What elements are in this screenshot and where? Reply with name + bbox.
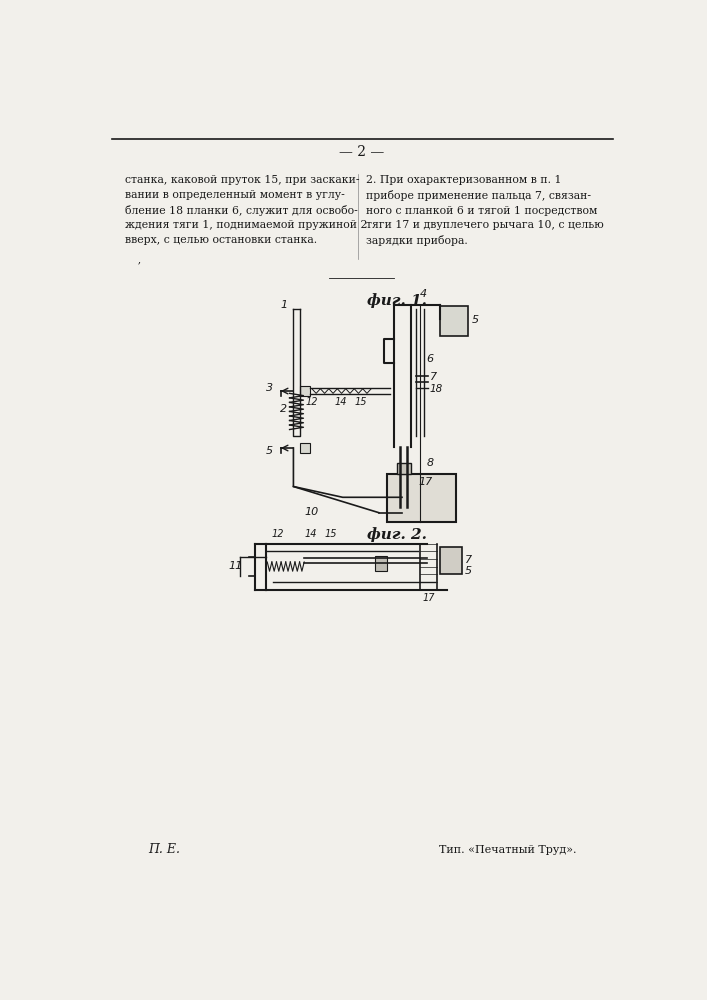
Text: 5: 5 — [472, 315, 479, 325]
Text: 17: 17 — [419, 477, 433, 487]
Text: 5: 5 — [465, 566, 472, 576]
Text: Тип. «Печатный Труд».: Тип. «Печатный Труд». — [439, 845, 577, 855]
Text: П. Е.: П. Е. — [148, 843, 180, 856]
Text: 15: 15 — [354, 397, 367, 407]
Bar — [375, 556, 387, 571]
Text: 7: 7 — [430, 372, 437, 382]
Bar — [300, 386, 310, 396]
Bar — [387, 474, 456, 522]
Text: 14: 14 — [304, 529, 317, 539]
Text: 17: 17 — [423, 593, 436, 603]
Text: 12: 12 — [271, 529, 284, 539]
Text: фиг. 1.: фиг. 1. — [367, 293, 426, 308]
Text: 15: 15 — [324, 529, 337, 539]
Text: 7: 7 — [465, 555, 472, 565]
Text: станка, каковой пруток 15, при заскаки-
вании в определенный момент в углу-
блен: станка, каковой пруток 15, при заскаки- … — [125, 175, 368, 245]
Text: 8: 8 — [426, 458, 434, 468]
Bar — [440, 547, 462, 574]
Text: 2: 2 — [280, 404, 287, 414]
Text: 14: 14 — [335, 397, 347, 407]
Text: 6: 6 — [426, 354, 434, 364]
Bar — [440, 306, 468, 336]
Text: 10: 10 — [305, 507, 319, 517]
Text: 2. При охарактеризованном в п. 1
приборе применение пальца 7, связан-
ного с пла: 2. При охарактеризованном в п. 1 приборе… — [366, 175, 604, 246]
Text: 11: 11 — [228, 561, 243, 571]
Bar — [300, 443, 310, 453]
Text: фиг. 2.: фиг. 2. — [367, 527, 426, 542]
Text: ’: ’ — [136, 261, 139, 271]
Text: 5: 5 — [267, 446, 274, 456]
Text: 18: 18 — [430, 384, 443, 394]
Bar — [397, 463, 411, 474]
Text: 4: 4 — [420, 289, 427, 299]
Text: 12: 12 — [305, 397, 318, 407]
Text: 1: 1 — [280, 300, 287, 310]
Text: — 2 —: — 2 — — [339, 145, 385, 159]
Text: 3: 3 — [267, 383, 274, 393]
